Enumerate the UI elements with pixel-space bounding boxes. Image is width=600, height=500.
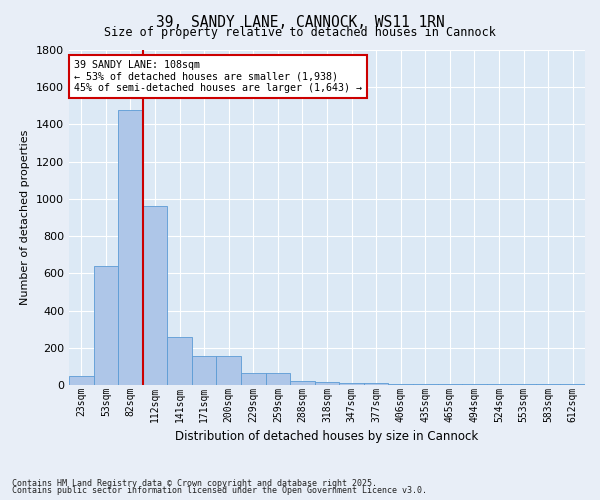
Bar [339, 383, 364, 385]
Bar [94, 266, 118, 385]
Bar [192, 356, 217, 385]
Bar [290, 382, 315, 385]
Bar [364, 383, 388, 385]
Bar [413, 384, 437, 385]
Bar [266, 373, 290, 385]
Y-axis label: Number of detached properties: Number of detached properties [20, 130, 31, 305]
Text: Contains HM Land Registry data © Crown copyright and database right 2025.: Contains HM Land Registry data © Crown c… [12, 478, 377, 488]
Bar [167, 337, 192, 385]
Bar [118, 110, 143, 385]
Bar [511, 384, 536, 385]
Bar [487, 384, 511, 385]
Bar [143, 206, 167, 385]
Bar [388, 384, 413, 385]
Text: Size of property relative to detached houses in Cannock: Size of property relative to detached ho… [104, 26, 496, 39]
Bar [437, 384, 462, 385]
Text: Contains public sector information licensed under the Open Government Licence v3: Contains public sector information licen… [12, 486, 427, 495]
X-axis label: Distribution of detached houses by size in Cannock: Distribution of detached houses by size … [175, 430, 479, 443]
Bar [69, 376, 94, 385]
Bar [560, 384, 585, 385]
Text: 39 SANDY LANE: 108sqm
← 53% of detached houses are smaller (1,938)
45% of semi-d: 39 SANDY LANE: 108sqm ← 53% of detached … [74, 60, 362, 93]
Bar [462, 384, 487, 385]
Bar [241, 373, 266, 385]
Bar [315, 382, 339, 385]
Bar [536, 384, 560, 385]
Text: 39, SANDY LANE, CANNOCK, WS11 1RN: 39, SANDY LANE, CANNOCK, WS11 1RN [155, 15, 445, 30]
Bar [217, 356, 241, 385]
